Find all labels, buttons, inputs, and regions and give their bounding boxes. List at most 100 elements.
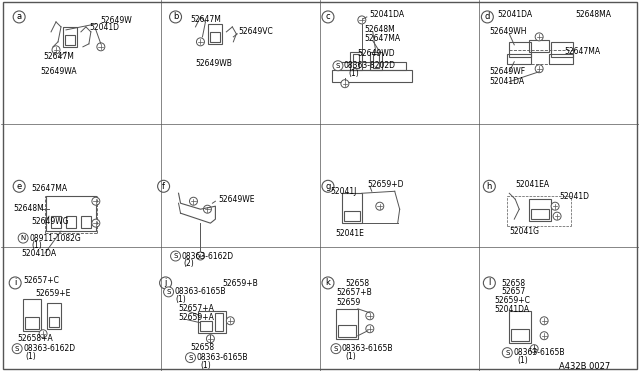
Bar: [509, 311, 531, 343]
Bar: [63, 27, 77, 47]
Circle shape: [189, 197, 198, 205]
Text: 52649VC: 52649VC: [238, 28, 273, 36]
Text: 52659+D: 52659+D: [368, 180, 404, 189]
Bar: [200, 321, 212, 331]
Bar: [344, 211, 360, 221]
Circle shape: [331, 344, 341, 354]
Text: 08363-6165B: 08363-6165B: [342, 344, 394, 353]
Text: d: d: [484, 12, 490, 22]
Circle shape: [502, 348, 512, 357]
Text: (2): (2): [184, 260, 195, 269]
Text: (1): (1): [348, 69, 358, 78]
Text: N: N: [20, 235, 26, 241]
Text: 52649W: 52649W: [101, 16, 132, 25]
Text: S: S: [505, 350, 509, 356]
Text: 52658: 52658: [191, 343, 214, 352]
Text: 52649WH: 52649WH: [490, 28, 527, 36]
Text: 52649WE: 52649WE: [218, 195, 255, 204]
Circle shape: [366, 312, 374, 320]
Bar: [551, 42, 573, 57]
Text: b: b: [173, 12, 179, 22]
Text: c: c: [326, 12, 330, 22]
Text: 08363-6165B: 08363-6165B: [196, 353, 248, 362]
Circle shape: [553, 212, 561, 220]
Circle shape: [97, 43, 105, 51]
Text: 52041E: 52041E: [335, 229, 364, 238]
Circle shape: [171, 251, 180, 261]
Circle shape: [196, 38, 204, 46]
Bar: [198, 311, 227, 333]
Text: 52041DA: 52041DA: [370, 10, 405, 19]
Text: 52659+B: 52659+B: [222, 279, 258, 288]
Text: 52648MA: 52648MA: [575, 10, 611, 19]
Bar: [531, 209, 549, 219]
Text: 08363-6162D: 08363-6162D: [182, 251, 234, 260]
Circle shape: [204, 205, 211, 213]
Circle shape: [540, 332, 548, 340]
Bar: [216, 313, 223, 331]
Text: 52041DA: 52041DA: [497, 10, 532, 19]
Circle shape: [12, 344, 22, 354]
Circle shape: [366, 325, 374, 333]
Text: 08911-1082G: 08911-1082G: [29, 234, 81, 243]
Text: S: S: [166, 289, 171, 295]
Circle shape: [164, 287, 173, 297]
Circle shape: [358, 16, 366, 24]
Circle shape: [92, 219, 100, 227]
Bar: [81, 216, 91, 228]
Circle shape: [227, 317, 234, 325]
Bar: [211, 32, 220, 42]
Text: l: l: [488, 278, 490, 288]
Circle shape: [540, 317, 548, 325]
Text: 52649WB: 52649WB: [195, 59, 232, 68]
Circle shape: [535, 65, 543, 73]
Circle shape: [52, 46, 60, 54]
Text: k: k: [326, 278, 330, 288]
Text: A432B 0027: A432B 0027: [559, 362, 611, 371]
Circle shape: [535, 33, 543, 41]
Text: e: e: [17, 182, 22, 191]
Bar: [25, 317, 39, 329]
Bar: [342, 193, 362, 223]
Text: 52041EA: 52041EA: [515, 180, 549, 189]
Text: 52041D: 52041D: [89, 23, 119, 32]
Text: a: a: [17, 12, 22, 22]
Text: (1): (1): [200, 361, 211, 370]
Text: i: i: [14, 278, 17, 288]
Text: 52657+A: 52657+A: [179, 304, 214, 313]
Text: S: S: [336, 63, 340, 69]
Bar: [23, 299, 41, 331]
Text: 52041J: 52041J: [330, 187, 356, 196]
Text: 52647MA: 52647MA: [564, 47, 600, 56]
Text: 52648M: 52648M: [365, 25, 396, 34]
Text: 52041G: 52041G: [509, 227, 540, 235]
Bar: [511, 329, 529, 341]
Text: (1): (1): [175, 295, 186, 304]
Text: j: j: [164, 278, 167, 288]
Bar: [65, 35, 75, 45]
Text: 52658: 52658: [501, 279, 525, 288]
Circle shape: [530, 345, 538, 353]
Bar: [51, 216, 61, 228]
Bar: [338, 325, 356, 337]
Text: 52041DA: 52041DA: [490, 77, 524, 86]
Text: S: S: [173, 253, 178, 259]
Text: 52041D: 52041D: [559, 192, 589, 201]
Bar: [209, 24, 222, 44]
Text: 52658+A: 52658+A: [17, 334, 53, 343]
Text: (1): (1): [517, 356, 528, 365]
Bar: [529, 199, 551, 221]
Circle shape: [376, 202, 384, 210]
Text: 52647MA: 52647MA: [365, 34, 401, 44]
Circle shape: [341, 80, 349, 88]
Text: 52659+A: 52659+A: [179, 313, 214, 322]
Text: 52657: 52657: [501, 288, 525, 296]
Text: 52649WA: 52649WA: [41, 67, 77, 76]
Bar: [509, 42, 531, 57]
Bar: [372, 54, 379, 68]
Text: (1): (1): [31, 241, 42, 250]
Text: 52647M: 52647M: [191, 15, 221, 25]
Bar: [370, 52, 382, 70]
Bar: [66, 216, 76, 228]
Text: 52657+C: 52657+C: [23, 276, 59, 285]
